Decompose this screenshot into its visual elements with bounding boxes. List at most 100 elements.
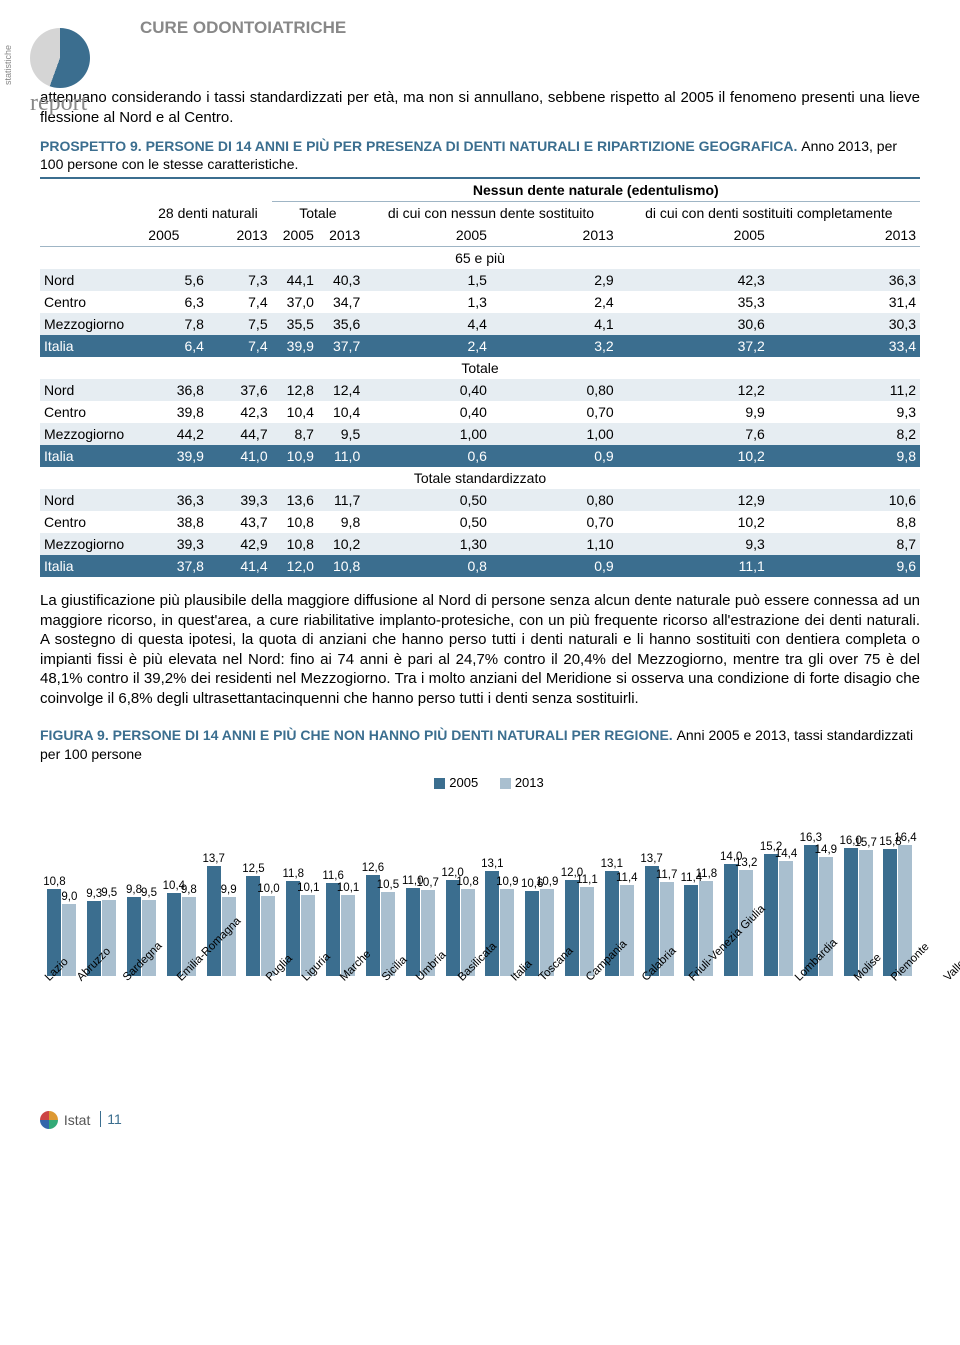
bar-value-label: 11,4 [616, 872, 638, 884]
bar-value-label: 11,1 [576, 874, 598, 886]
col-year-2013: 2013 [208, 224, 272, 247]
col-totale: Totale [272, 202, 365, 225]
cell-value: 36,3 [144, 489, 208, 511]
section-header: Totale [40, 357, 920, 379]
cell-value: 37,2 [618, 335, 769, 357]
cell-value: 44,2 [144, 423, 208, 445]
cell-value: 0,40 [364, 401, 491, 423]
cell-value: 35,6 [318, 313, 364, 335]
cell-value: 10,2 [318, 533, 364, 555]
bar-value-label: 11,8 [696, 868, 718, 880]
cell-value: 12,4 [318, 379, 364, 401]
bar-value-label: 13,2 [735, 857, 757, 869]
prospetto-title: PROSPETTO 9. PERSONE DI 14 ANNI E PIÙ PE… [40, 137, 920, 173]
bar-value-label: 10,5 [377, 879, 399, 891]
x-axis-label: Valle d'Aosta [939, 928, 960, 986]
cell-value: 9,8 [769, 445, 920, 467]
col-year-2005: 2005 [144, 224, 208, 247]
row-label: Italia [40, 445, 144, 467]
row-label: Nord [40, 269, 144, 291]
cell-value: 4,1 [491, 313, 618, 335]
row-label: Mezzogiorno [40, 313, 144, 335]
bar-2013: 14,4 [779, 861, 793, 976]
cell-value: 1,10 [491, 533, 618, 555]
cell-value: 8,8 [769, 511, 920, 533]
col-edentulismo: Nessun dente naturale (edentulismo) [272, 178, 920, 202]
cell-value: 37,6 [208, 379, 272, 401]
cell-value: 37,0 [272, 291, 318, 313]
col-year-2005: 2005 [272, 224, 318, 247]
cell-value: 7,5 [208, 313, 272, 335]
bar-2005: 10,4 [167, 893, 181, 976]
cell-value: 12,0 [272, 555, 318, 577]
legend-2013: 2013 [515, 775, 544, 790]
cell-value: 10,4 [318, 401, 364, 423]
row-label: Centro [40, 511, 144, 533]
bar-value-label: 11,6 [322, 870, 344, 882]
page-title: CURE ODONTOIATRICHE [140, 18, 920, 38]
logo-word: report [30, 90, 100, 117]
cell-value: 7,3 [208, 269, 272, 291]
cell-value: 44,1 [272, 269, 318, 291]
prospetto-label: PROSPETTO 9. [40, 138, 142, 154]
bar-2013: 10,9 [500, 889, 514, 976]
cell-value: 10,4 [272, 401, 318, 423]
body-paragraph-2: La giustificazione più plausibile della … [40, 591, 920, 708]
cell-value: 42,3 [208, 401, 272, 423]
row-label: Centro [40, 291, 144, 313]
cell-value: 1,00 [491, 423, 618, 445]
cell-value: 39,3 [208, 489, 272, 511]
bar-value-label: 16,3 [800, 832, 822, 844]
figura-title-text: PERSONE DI 14 ANNI E PIÙ CHE NON HANNO P… [113, 727, 673, 743]
cell-value: 40,3 [318, 269, 364, 291]
cell-value: 42,9 [208, 533, 272, 555]
bar-value-label: 9,3 [86, 888, 102, 900]
section-header: Totale standardizzato [40, 467, 920, 489]
bar-value-label: 12,6 [362, 862, 384, 874]
page-footer: Istat 11 [40, 1111, 920, 1129]
bar-value-label: 9,8 [181, 884, 197, 896]
cell-value: 4,4 [364, 313, 491, 335]
cell-value: 39,9 [272, 335, 318, 357]
cell-value: 0,70 [491, 401, 618, 423]
cell-value: 39,3 [144, 533, 208, 555]
bar-2005: 14,0 [724, 864, 738, 976]
prospetto-title-text: PERSONE DI 14 ANNI E PIÙ PER PRESENZA DI… [146, 138, 798, 154]
bar-group: 12,510,0 [241, 876, 281, 976]
cell-value: 38,8 [144, 511, 208, 533]
cell-value: 2,4 [364, 335, 491, 357]
cell-value: 0,70 [491, 511, 618, 533]
cell-value: 10,2 [618, 511, 769, 533]
cell-value: 39,8 [144, 401, 208, 423]
row-label: Mezzogiorno [40, 423, 144, 445]
bar-group: 15,214,4 [759, 854, 799, 976]
cell-value: 7,6 [618, 423, 769, 445]
cell-value: 11,2 [769, 379, 920, 401]
cell-value: 9,9 [618, 401, 769, 423]
legend-swatch-2005 [434, 778, 445, 789]
cell-value: 7,4 [208, 335, 272, 357]
cell-value: 41,0 [208, 445, 272, 467]
cell-value: 42,3 [618, 269, 769, 291]
cell-value: 10,8 [272, 533, 318, 555]
section-header: 65 e più [40, 247, 920, 270]
cell-value: 39,9 [144, 445, 208, 467]
bar-value-label: 10,8 [43, 876, 65, 888]
bar-value-label: 15,7 [854, 837, 876, 849]
bar-2005: 11,4 [684, 885, 698, 976]
cell-value: 11,1 [618, 555, 769, 577]
bar-value-label: 16,4 [894, 832, 916, 844]
cell-value: 35,3 [618, 291, 769, 313]
cell-value: 10,8 [318, 555, 364, 577]
cell-value: 36,3 [769, 269, 920, 291]
bar-2013: 11,1 [580, 887, 594, 976]
cell-value: 9,8 [318, 511, 364, 533]
cell-value: 13,6 [272, 489, 318, 511]
cell-value: 2,9 [491, 269, 618, 291]
legend-2005: 2005 [449, 775, 478, 790]
col-year-2013: 2013 [491, 224, 618, 247]
row-label: Nord [40, 379, 144, 401]
cell-value: 33,4 [769, 335, 920, 357]
cell-value: 10,6 [769, 489, 920, 511]
row-label: Italia [40, 555, 144, 577]
